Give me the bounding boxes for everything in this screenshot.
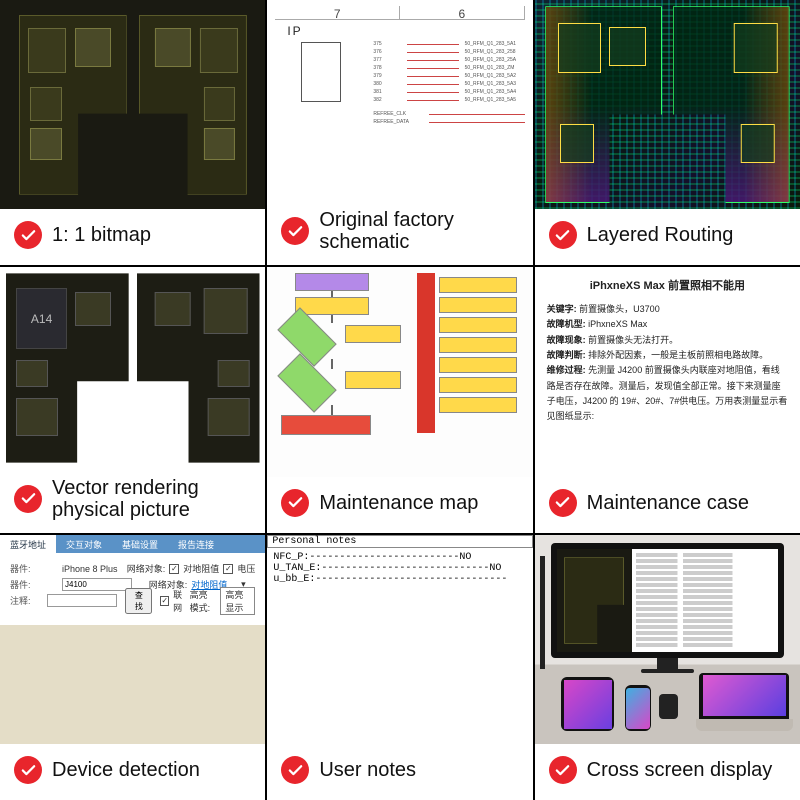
case-title: iPhxneXS Max 前置照相不能用: [547, 277, 788, 296]
cell-schematic: 7 6 IP 37550_RFM_Q1_283_5A1 37650_RFM_Q1…: [267, 0, 532, 265]
preview-device: 蓝牙地址 交互对象 基础设置 报告连接 器件: iPhone 8 Plus 网络…: [0, 535, 265, 744]
check-icon: [14, 221, 42, 249]
check-icon: [14, 485, 42, 513]
watch: [659, 694, 678, 719]
caption-schematic: Original factory schematic: [319, 209, 520, 253]
tab-settings[interactable]: 基础设置: [112, 535, 168, 553]
caption-bitmap: 1: 1 bitmap: [52, 224, 151, 246]
part-input[interactable]: [62, 578, 132, 591]
check-icon: [549, 489, 577, 517]
check-icon: [549, 756, 577, 784]
caption-routing: Layered Routing: [587, 224, 734, 246]
chip-a14: A14: [16, 288, 68, 349]
notes-header: Personal notes: [267, 535, 532, 548]
preview-maintmap: [267, 267, 532, 476]
device-name: iPhone 8 Plus: [62, 564, 118, 574]
note-line: NFC_P:-------------------------NO: [273, 552, 526, 563]
cell-vector: A14 Vector rendering physical picture: [0, 267, 265, 532]
search-btn[interactable]: 查找: [125, 588, 152, 614]
sch-col-7: 7: [275, 6, 400, 19]
cell-device: 蓝牙地址 交互对象 基础设置 报告连接 器件: iPhone 8 Plus 网络…: [0, 535, 265, 800]
check-icon: [281, 217, 309, 245]
monitor: [551, 543, 785, 658]
caption-device: Device detection: [52, 759, 200, 781]
cell-crossscreen: Cross screen display: [535, 535, 800, 800]
software-tabs: 蓝牙地址 交互对象 基础设置 报告连接: [0, 535, 265, 553]
checkbox[interactable]: ✓: [160, 596, 169, 606]
check-icon: [281, 489, 309, 517]
preview-crossscreen: [535, 535, 800, 744]
preview-vector: A14: [0, 267, 265, 468]
remark-input[interactable]: [47, 594, 117, 607]
macbook: [699, 673, 789, 732]
cell-notes: Personal notes NFC_P:-------------------…: [267, 535, 532, 800]
feature-grid: 1: 1 bitmap 7 6 IP 37550_RFM_Q1_283_5A1 …: [0, 0, 800, 800]
cell-maintcase: iPhxneXS Max 前置照相不能用 关键字: 前置摄像头，U3700 故障…: [535, 267, 800, 532]
caption-maintmap: Maintenance map: [319, 492, 478, 514]
preview-schematic: 7 6 IP 37550_RFM_Q1_283_5A1 37650_RFM_Q1…: [267, 0, 532, 201]
caption-vector: Vector rendering physical picture: [52, 477, 253, 521]
cell-maintmap: Maintenance map: [267, 267, 532, 532]
cell-routing: Layered Routing: [535, 0, 800, 265]
tab-report[interactable]: 报告连接: [168, 535, 224, 553]
preview-maintcase: iPhxneXS Max 前置照相不能用 关键字: 前置摄像头，U3700 故障…: [535, 267, 800, 476]
caption-maintcase: Maintenance case: [587, 492, 749, 514]
preview-routing: [535, 0, 800, 209]
caption-notes: User notes: [319, 759, 416, 781]
ipad: [561, 677, 614, 731]
note-line: u_bb_E:--------------------------------: [273, 574, 526, 585]
tab-interact[interactable]: 交互对象: [56, 535, 112, 553]
sch-col-6: 6: [400, 6, 525, 19]
preview-notes: Personal notes NFC_P:-------------------…: [267, 535, 532, 744]
checkbox[interactable]: ✓: [223, 564, 233, 574]
sch-title: IP: [287, 24, 524, 38]
check-icon: [281, 756, 309, 784]
check-icon: [14, 756, 42, 784]
cell-bitmap: 1: 1 bitmap: [0, 0, 265, 265]
note-line: U_TAN_E:----------------------------NO: [273, 563, 526, 574]
caption-crossscreen: Cross screen display: [587, 759, 773, 781]
phone: [625, 685, 652, 731]
tab-bluetooth[interactable]: 蓝牙地址: [0, 535, 56, 553]
preview-bitmap: [0, 0, 265, 209]
check-icon: [549, 221, 577, 249]
checkbox[interactable]: ✓: [169, 564, 179, 574]
